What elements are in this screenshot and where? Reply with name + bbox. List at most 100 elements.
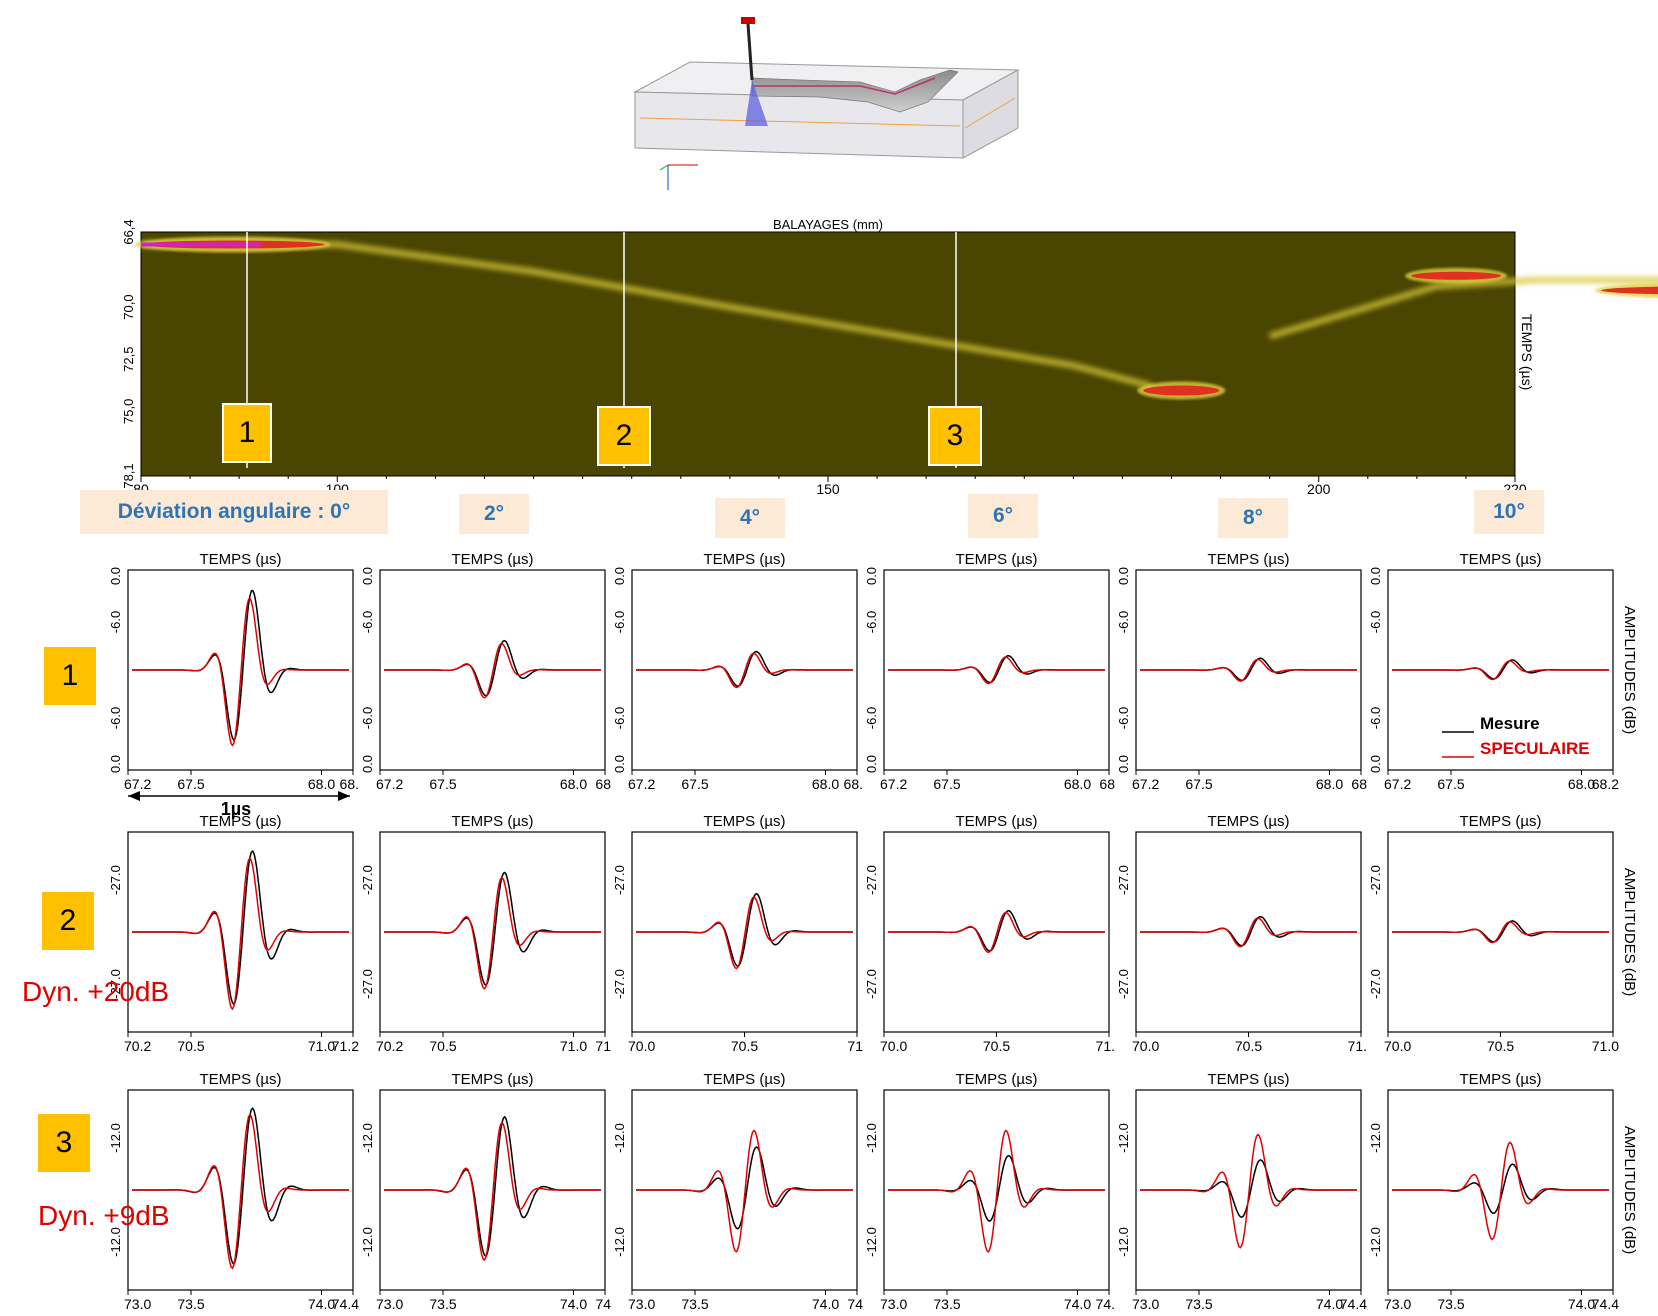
panel-xtick-label: 68 [1099, 776, 1115, 792]
panel-xtick-label: 73.5 [1437, 1296, 1464, 1312]
panel-xtick-label: 74. [1096, 1296, 1115, 1312]
panel-xtick-label: 71. [1348, 1038, 1367, 1054]
panel-xtick-label: 68.0 [1316, 776, 1343, 792]
panel-xtick-label: 70.5 [983, 1038, 1010, 1054]
panel-xtick-label: 70.2 [124, 1038, 151, 1054]
dyn-gain-row-2: Dyn. +20dB [22, 976, 170, 1007]
waveform-panel-r1c1: TEMPS (µs)0.0-6.0-6.00.067.2 67.5 68.0 68. [108, 551, 359, 792]
panel-ytick-label: -27.0 [360, 969, 375, 999]
panel-xtick-label: 74.4 [1340, 1296, 1367, 1312]
echo-band-ascending [1268, 276, 1658, 340]
series-speculaire-line [636, 1129, 853, 1253]
panel-xtick-label: 71.0 [1592, 1038, 1619, 1054]
waveform-panels: TEMPS (µs)0.0-6.0-6.00.067.2 67.5 68.0 68.T… [108, 551, 1638, 1312]
panel-xlabel: TEMPS (µs) [1208, 1071, 1290, 1088]
series-speculaire-line [888, 656, 1105, 685]
angle-label-2: 2° [459, 494, 529, 534]
waveform-panel-r2c1: TEMPS (µs) -27.0 -27.0 70.2 70.5 71.071.2 [108, 813, 359, 1054]
panel-xtick-label: 74.0 [1064, 1296, 1091, 1312]
panel-ytick-label: 0.0 [1368, 755, 1383, 773]
panel-ylabel: AMPLITUDES (dB) [1621, 606, 1638, 734]
series-speculaire-line [1392, 660, 1609, 681]
panel-xtick-label: 67.5 [681, 776, 708, 792]
bscan-ytick-label: 72,5 [121, 347, 136, 372]
echo-hot-upper [1411, 271, 1502, 280]
legend-measure-label: Mesure [1480, 714, 1540, 733]
panel-xtick-label: 70.0 [628, 1038, 655, 1054]
panel-xtick-label: 74.4 [332, 1296, 359, 1312]
panel-xtick-label: 68 [595, 776, 611, 792]
panel-xtick-label: 74.0 [1316, 1296, 1343, 1312]
angle-label-8: 8° [1218, 498, 1288, 538]
panel-ytick-label: -12.0 [360, 1123, 375, 1153]
series-speculaire-line [636, 896, 853, 970]
panel-ytick-label: -27.0 [108, 969, 123, 999]
panel-xtick-label: 68.0 [1568, 776, 1595, 792]
legend: Mesure SPECULAIRE [1442, 714, 1590, 758]
panel-ytick-label: 0.0 [1116, 567, 1131, 585]
panel-xtick-label: 74.4 [1592, 1296, 1619, 1312]
panel-ytick-label: -12.0 [612, 1123, 627, 1153]
panel-xtick-label: 73.0 [880, 1296, 907, 1312]
series-speculaire-line [384, 876, 601, 990]
panel-xtick-label: 70.0 [1384, 1038, 1411, 1054]
panel-ytick-label: -6.0 [864, 707, 879, 729]
panel-ytick-label: 0.0 [612, 755, 627, 773]
panel-ytick-label: -27.0 [864, 865, 879, 895]
bscan-ytick-label: 70,0 [121, 294, 136, 319]
panel-ytick-label: -6.0 [360, 611, 375, 633]
panel-ytick-label: 0.0 [108, 755, 123, 773]
panel-xtick-label: 73.0 [124, 1296, 151, 1312]
angle-label-6: 6° [968, 494, 1038, 538]
panel-xtick-label: 73.5 [1185, 1296, 1212, 1312]
panel-xtick-label: 73.5 [429, 1296, 456, 1312]
bscan-marker-3: 3 [928, 406, 982, 466]
panel-xtick-label: 68.2 [1592, 776, 1619, 792]
panel-ytick-label: 0.0 [1116, 755, 1131, 773]
panel-xlabel: TEMPS (µs) [200, 551, 282, 568]
panel-xtick-label: 70.2 [376, 1038, 403, 1054]
echo-band-descending [141, 241, 1153, 390]
bscan-plot-area [140, 231, 1516, 477]
series-speculaire-line [132, 597, 349, 747]
waveform-panel-r3c2: TEMPS (µs) -12.0 -12.0 73.0 73.5 74.0 74 [360, 1071, 611, 1312]
series-speculaire-line [888, 1129, 1105, 1253]
panel-xtick-label: 67.5 [1185, 776, 1212, 792]
angle-label-0: Déviation angulaire : 0° [80, 490, 388, 534]
panel-xlabel: TEMPS (µs) [452, 551, 534, 568]
panel-ytick-label: -12.0 [612, 1227, 627, 1257]
waveform-panel-r2c5: TEMPS (µs) -27.0 -27.0 70.0 70.5 71. [1116, 813, 1367, 1054]
series-speculaire-line [132, 1113, 349, 1270]
series-speculaire-line [1392, 921, 1609, 944]
panel-ytick-label: -6.0 [1368, 611, 1383, 633]
bscan-ytick-label: 78,1 [121, 463, 136, 488]
series-speculaire-line [132, 856, 349, 1011]
panel-xlabel: TEMPS (µs) [1460, 813, 1542, 830]
panel-xlabel: TEMPS (µs) [452, 1071, 534, 1088]
panel-xtick-label: 68.0 [812, 776, 839, 792]
series-speculaire-line [636, 652, 853, 689]
panel-ytick-label: -27.0 [108, 865, 123, 895]
panel-xtick-label: 74 [847, 1296, 863, 1312]
panel-ytick-label: -27.0 [612, 969, 627, 999]
panel-ytick-label: -12.0 [1116, 1123, 1131, 1153]
waveform-panel-r2c2: TEMPS (µs) -27.0 -27.0 70.2 70.5 71.0 71 [360, 813, 611, 1054]
panel-xlabel: TEMPS (µs) [1208, 551, 1290, 568]
waveform-panel-r2c6: TEMPS (µs) -27.0 -27.0 70.0 70.5 71.0 AMPLITUD… [1368, 813, 1638, 1054]
panel-ytick-label: 0.0 [864, 567, 879, 585]
panel-xtick-label: 71. [1096, 1038, 1115, 1054]
panel-ytick-label: 0.0 [864, 755, 879, 773]
panel-xtick-label: 67.2 [628, 776, 655, 792]
row-label-3: 3 [38, 1114, 90, 1172]
specimen-3d-illustration [633, 17, 1020, 190]
panel-ytick-label: -27.0 [1116, 865, 1131, 895]
bscan-xtick-label: 150 [816, 481, 840, 497]
panel-xlabel: TEMPS (µs) [956, 1071, 1038, 1088]
waveform-panel-r2c4: TEMPS (µs) -27.0 -27.0 70.0 70.5 71. [864, 813, 1115, 1054]
bscan-marker-2: 2 [597, 406, 651, 466]
angle-label-4: 4° [715, 498, 785, 538]
panel-xlabel: TEMPS (µs) [704, 813, 786, 830]
panel-xlabel: TEMPS (µs) [956, 551, 1038, 568]
time-scale-bar: 1µs [128, 791, 350, 819]
